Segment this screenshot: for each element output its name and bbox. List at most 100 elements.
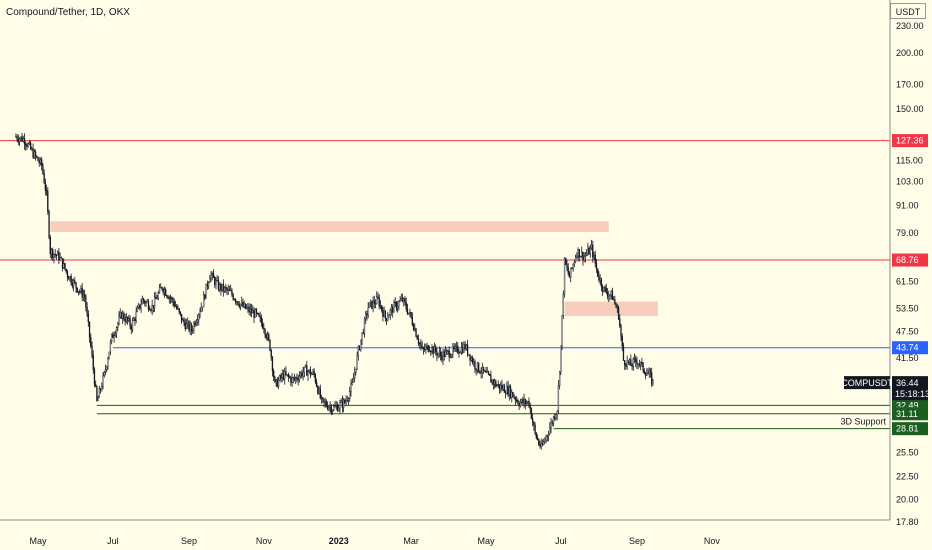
candle-body <box>173 301 175 306</box>
candle-body <box>41 159 43 166</box>
candle-body <box>156 298 158 300</box>
candle-body <box>87 313 89 323</box>
candle-body <box>328 407 330 410</box>
candle-body <box>108 351 110 360</box>
candle-body <box>137 304 140 309</box>
candle-body <box>651 372 653 385</box>
time-axis[interactable]: May Jul Sep Nov 2023 Mar May Jul Sep Nov <box>29 536 720 546</box>
candle-body <box>32 148 34 158</box>
candle-body <box>265 334 267 338</box>
candle-body <box>400 298 402 301</box>
candle-body <box>233 299 236 301</box>
candle-body <box>168 297 170 299</box>
price-axis[interactable]: 230.00 200.00 170.00 150.00 115.00 103.00 91.0… <box>896 21 924 527</box>
candle-body <box>131 320 134 330</box>
candle-body <box>236 301 238 303</box>
candle-body <box>432 346 434 354</box>
candle-body <box>76 287 78 293</box>
candle-body <box>75 282 77 289</box>
candle-body <box>228 289 231 291</box>
candle-body <box>260 317 263 323</box>
price-tick-label: 230.00 <box>896 21 924 31</box>
candle-body <box>252 310 254 314</box>
price-tag-label: 32.49 <box>896 400 919 410</box>
candle-body <box>248 306 250 313</box>
candle-body <box>356 355 358 370</box>
candle-body <box>93 369 96 385</box>
candle-body <box>627 360 630 364</box>
candle-body <box>296 377 298 380</box>
candle-body <box>44 182 47 191</box>
candle-body <box>383 310 385 317</box>
candle-body <box>408 312 410 314</box>
supply-zone <box>50 221 609 232</box>
candle-body <box>39 159 42 164</box>
candle-body <box>290 377 292 383</box>
candle-body <box>369 300 372 303</box>
candle-body <box>307 371 309 376</box>
candle-body <box>349 391 351 399</box>
candle-body <box>338 407 340 412</box>
candle-body <box>604 286 606 289</box>
candle-body <box>507 386 509 396</box>
candle-body <box>106 366 108 370</box>
candle-body <box>422 347 425 350</box>
candle-body <box>195 321 197 326</box>
candle-body <box>324 401 326 403</box>
candle-body <box>433 346 436 354</box>
candle-body <box>103 371 105 376</box>
candle-body <box>550 422 552 429</box>
candle-body <box>261 322 264 329</box>
candle-body <box>139 304 141 309</box>
candle-body <box>273 370 275 378</box>
candle-body <box>33 151 35 158</box>
candle-body <box>81 288 83 298</box>
candle-body <box>123 313 125 320</box>
candle-body <box>652 380 654 385</box>
candle-body <box>416 336 418 340</box>
candle-body <box>281 373 283 379</box>
candle-body <box>389 309 391 316</box>
candle-body <box>523 399 525 404</box>
candle-body <box>185 323 188 330</box>
candle-body <box>448 350 450 358</box>
candle-body <box>421 346 423 349</box>
candle-body <box>592 244 594 258</box>
candle-body <box>572 263 574 269</box>
candle-body <box>447 350 449 352</box>
candle-body <box>210 274 212 279</box>
candle-body <box>112 333 114 338</box>
candle-body <box>500 385 502 390</box>
candle-body <box>65 268 67 272</box>
candle-body <box>107 358 109 367</box>
candle-body <box>115 327 118 334</box>
candle-body <box>29 142 32 150</box>
candle-body <box>450 354 453 358</box>
candle-body <box>15 136 17 138</box>
candle-body <box>176 306 178 309</box>
candle-body <box>508 386 510 396</box>
candle-body <box>363 318 366 334</box>
candle-body <box>647 373 649 375</box>
candle-body <box>608 294 610 297</box>
candle-body <box>304 365 307 368</box>
candle-body <box>129 318 131 327</box>
candle-body <box>266 334 269 338</box>
candle-body <box>201 306 204 308</box>
candle-body <box>130 325 132 330</box>
candle-body <box>99 388 102 390</box>
candle-body <box>595 263 598 269</box>
candle-body <box>354 371 356 379</box>
candle-body <box>150 309 152 311</box>
candle-body <box>399 300 401 302</box>
candle-body <box>279 375 281 381</box>
candle-body <box>404 298 406 303</box>
candle-body <box>606 292 609 297</box>
candle-body <box>535 432 537 439</box>
candle-body <box>401 298 404 302</box>
candle-body <box>88 321 91 338</box>
candle-body <box>446 350 448 352</box>
price-tick-label: 79.00 <box>896 228 919 238</box>
candle-body <box>620 325 622 337</box>
